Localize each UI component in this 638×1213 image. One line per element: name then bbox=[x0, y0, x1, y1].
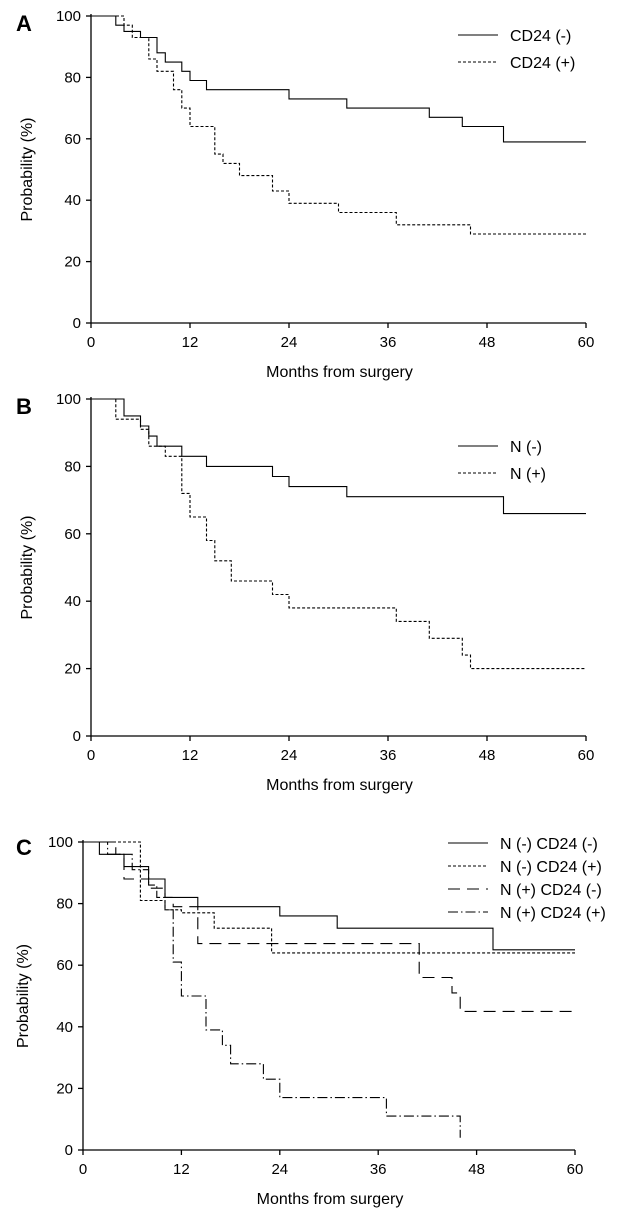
x-tick-label: 24 bbox=[281, 334, 298, 351]
km-curve-dash-dot bbox=[83, 841, 461, 1138]
y-axis-title: Probability (%) bbox=[19, 117, 36, 221]
x-tick-label: 0 bbox=[79, 1161, 87, 1178]
x-tick-label: 12 bbox=[173, 1161, 190, 1178]
x-tick-label: 0 bbox=[87, 747, 95, 764]
legend-label: N (+) CD24 (-) bbox=[500, 882, 602, 899]
km-curve-dotted bbox=[83, 841, 575, 954]
x-axis-title: Months from surgery bbox=[257, 1191, 404, 1208]
y-tick-label: 20 bbox=[64, 254, 81, 271]
km-panel-a: A 0 12 24 36 48 60 0 20 40 60 80 100 Months from surg… bbox=[16, 8, 594, 381]
km-curve-dashed bbox=[83, 841, 575, 1012]
x-tick-label: 60 bbox=[578, 334, 595, 351]
y-tick-label: 20 bbox=[64, 661, 81, 678]
km-panel-b: B 0 12 24 36 48 60 0 20 40 60 80 100 Months from surg… bbox=[16, 391, 594, 794]
x-tick-label: 60 bbox=[567, 1161, 584, 1178]
x-axis-title: Months from surgery bbox=[266, 777, 413, 794]
x-tick-label: 48 bbox=[479, 334, 496, 351]
x-tick-label: 24 bbox=[271, 1161, 288, 1178]
y-tick-label: 60 bbox=[64, 131, 81, 148]
x-tick-label: 12 bbox=[182, 747, 199, 764]
y-tick-label: 0 bbox=[73, 728, 81, 745]
panel-label: A bbox=[16, 11, 32, 36]
km-curve-dotted bbox=[91, 15, 586, 235]
x-tick-label: 48 bbox=[468, 1161, 485, 1178]
y-tick-label: 40 bbox=[64, 593, 81, 610]
x-tick-label: 36 bbox=[370, 1161, 387, 1178]
y-tick-label: 60 bbox=[56, 957, 73, 974]
y-tick-label: 100 bbox=[56, 391, 81, 408]
y-tick-label: 40 bbox=[56, 1019, 73, 1036]
legend-label: N (-) bbox=[510, 439, 542, 456]
y-tick-label: 40 bbox=[64, 192, 81, 209]
x-tick-label: 36 bbox=[380, 334, 397, 351]
km-panel-c: C 0 12 24 36 48 60 0 20 40 60 80 100 Months from surg… bbox=[15, 834, 606, 1208]
legend-label: CD24 (-) bbox=[510, 28, 571, 45]
y-tick-label: 100 bbox=[56, 8, 81, 25]
legend-label: N (-) CD24 (-) bbox=[500, 836, 598, 853]
y-tick-label: 80 bbox=[56, 896, 73, 913]
x-tick-label: 36 bbox=[380, 747, 397, 764]
legend-label: N (+) CD24 (+) bbox=[500, 905, 606, 922]
y-tick-label: 80 bbox=[64, 69, 81, 86]
legend-label: CD24 (+) bbox=[510, 55, 575, 72]
y-tick-label: 100 bbox=[48, 834, 73, 851]
x-tick-label: 60 bbox=[578, 747, 595, 764]
x-tick-label: 0 bbox=[87, 334, 95, 351]
legend-label: N (+) bbox=[510, 466, 546, 483]
y-tick-label: 0 bbox=[65, 1142, 73, 1159]
y-axis-title: Probability (%) bbox=[15, 944, 32, 1048]
km-curve-dotted bbox=[91, 398, 586, 670]
y-tick-label: 20 bbox=[56, 1080, 73, 1097]
x-tick-label: 48 bbox=[479, 747, 496, 764]
x-tick-label: 24 bbox=[281, 747, 298, 764]
x-tick-label: 12 bbox=[182, 334, 199, 351]
panel-label: C bbox=[16, 835, 32, 860]
y-tick-label: 0 bbox=[73, 315, 81, 332]
panel-label: B bbox=[16, 394, 32, 419]
x-axis-title: Months from surgery bbox=[266, 364, 413, 381]
legend-label: N (-) CD24 (+) bbox=[500, 859, 602, 876]
y-tick-label: 80 bbox=[64, 458, 81, 475]
y-axis-title: Probability (%) bbox=[19, 515, 36, 619]
y-tick-label: 60 bbox=[64, 526, 81, 543]
